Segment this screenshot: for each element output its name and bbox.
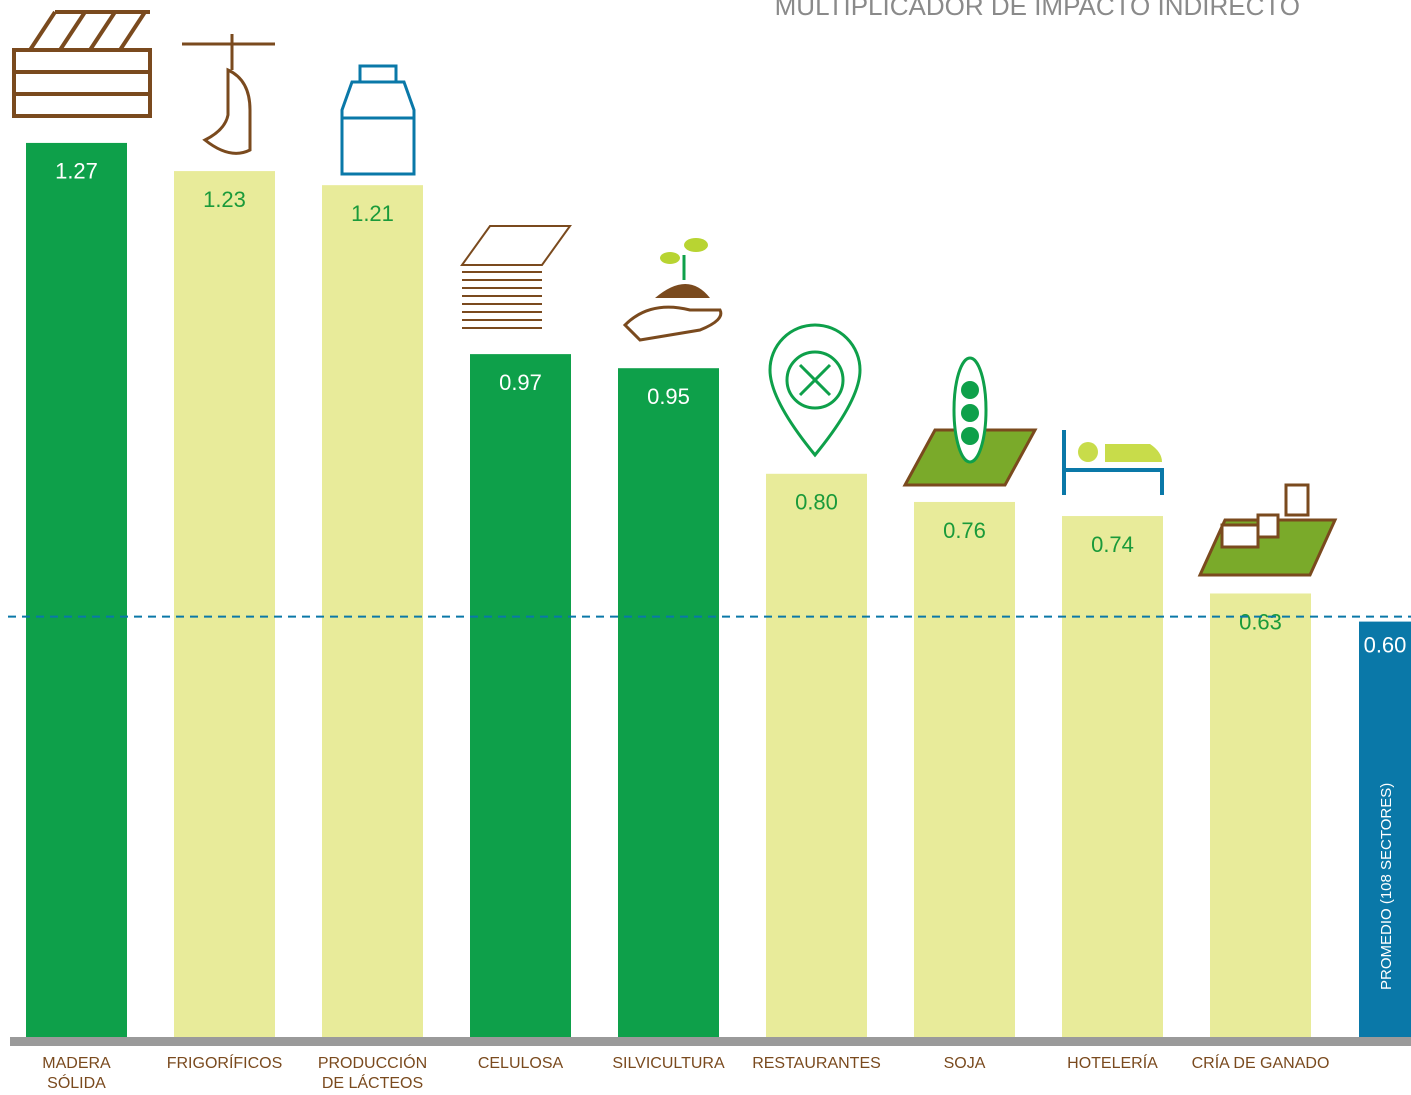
icon-soy	[905, 358, 1035, 485]
icon-milk-can	[342, 66, 414, 174]
bar	[914, 502, 1015, 1037]
value-label: 1.23	[203, 187, 246, 212]
value-label: 1.27	[55, 159, 98, 184]
bar	[1210, 593, 1311, 1037]
x-tick-label: FRIGORÍFICOS	[151, 1054, 299, 1074]
bar	[1062, 516, 1163, 1037]
icon-sprout	[625, 238, 721, 340]
x-tick-label: SILVICULTURA	[595, 1054, 743, 1074]
icon-paper	[462, 226, 570, 328]
icon-cattle	[1200, 485, 1335, 575]
icon-meat	[182, 34, 275, 153]
value-label: 0.80	[795, 490, 838, 515]
x-tick-label: PRODUCCIÓN DE LÁCTEOS	[299, 1054, 447, 1094]
bar	[618, 368, 719, 1037]
bar	[26, 143, 127, 1037]
value-label: 0.97	[499, 370, 542, 395]
icon-restaurant	[770, 325, 860, 455]
x-tick-label: MADERA SÓLIDA	[3, 1054, 151, 1094]
bar	[766, 474, 867, 1037]
x-tick-label: CELULOSA	[447, 1054, 595, 1074]
x-tick-label: CRÍA DE GANADO	[1187, 1054, 1335, 1074]
chart-title: MULTIPLICADOR DE IMPACTO INDIRECTO	[775, 0, 1300, 21]
value-label: 0.76	[943, 518, 986, 543]
x-tick-label: RESTAURANTES	[743, 1054, 891, 1074]
icon-wood	[14, 12, 150, 116]
value-label: 1.21	[351, 201, 394, 226]
baseline	[10, 1037, 1411, 1046]
average-label: PROMEDIO (108 SECTORES)	[1378, 783, 1395, 990]
x-tick-label: SOJA	[891, 1054, 1039, 1074]
chart: MULTIPLICADOR DE IMPACTO INDIRECTO 1.27 1…	[0, 0, 1411, 1095]
bar	[174, 171, 275, 1037]
value-label: 0.95	[647, 384, 690, 409]
bar	[322, 185, 423, 1037]
value-label: 0.74	[1091, 532, 1134, 557]
value-label: 0.63	[1239, 609, 1282, 634]
chart-page: MULTIPLICADOR DE IMPACTO INDIRECTO 1.27 1…	[0, 0, 1411, 1095]
icon-bed	[1064, 430, 1162, 495]
bar	[470, 354, 571, 1037]
average-value-label: 0.60	[1364, 632, 1407, 657]
x-tick-label: HOTELERÍA	[1039, 1054, 1187, 1074]
